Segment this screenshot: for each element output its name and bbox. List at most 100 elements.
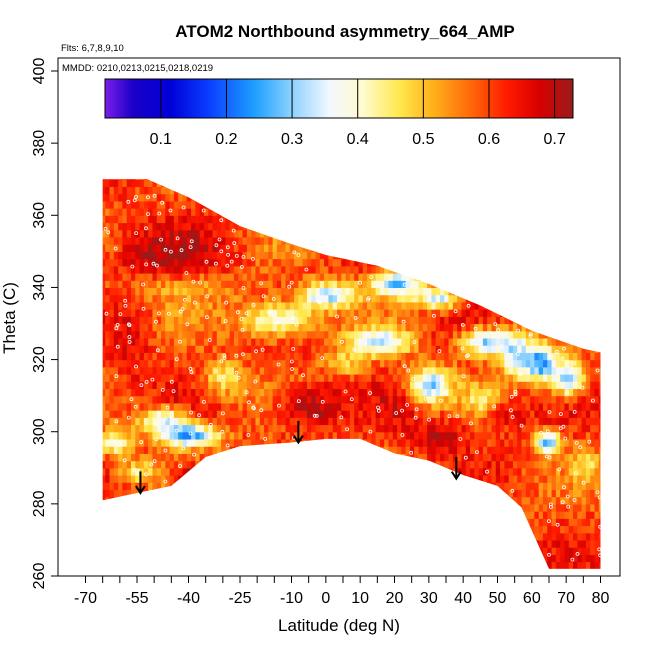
- heatmap-cell: [379, 446, 385, 454]
- heatmap-cell: [216, 402, 222, 411]
- heatmap-cell: [165, 337, 171, 346]
- heatmap-cell: [272, 280, 278, 289]
- heatmap-cell: [152, 518, 158, 527]
- heatmap-cell: [336, 460, 342, 469]
- heatmap-cell: [208, 258, 214, 267]
- heatmap-cell: [388, 467, 394, 476]
- heatmap-cell: [130, 467, 136, 476]
- heatmap-cell: [418, 381, 424, 390]
- heatmap-cell: [410, 569, 415, 577]
- heatmap-cell: [435, 273, 441, 281]
- heatmap-cell: [122, 236, 128, 245]
- heatmap-cell: [97, 309, 102, 317]
- heatmap-cell: [362, 236, 368, 245]
- heatmap-cell: [139, 518, 145, 527]
- heatmap-cell: [371, 374, 377, 382]
- heatmap-cell: [302, 280, 308, 289]
- heatmap-cell: [307, 569, 312, 577]
- heatmap-cell: [345, 337, 351, 346]
- heatmap-cell: [199, 417, 205, 426]
- heatmap-cell: [294, 475, 299, 483]
- heatmap-cell: [173, 337, 179, 346]
- heatmap-cell: [281, 475, 287, 483]
- heatmap-cell: [109, 503, 115, 512]
- heatmap-cell: [208, 410, 214, 418]
- heatmap-cell: [156, 229, 162, 238]
- heatmap-cell: [371, 417, 377, 426]
- heatmap-cell: [336, 193, 342, 202]
- heatmap-cell: [457, 229, 463, 238]
- heatmap-cell: [362, 424, 368, 433]
- heatmap-cell: [427, 374, 433, 382]
- heatmap-cell: [362, 316, 368, 325]
- heatmap-cell: [161, 460, 166, 469]
- heatmap-cell: [238, 229, 244, 238]
- heatmap-cell: [418, 431, 424, 440]
- heatmap-cell: [259, 402, 265, 411]
- heatmap-cell: [97, 540, 102, 548]
- heatmap-cell: [371, 301, 377, 310]
- heatmap-cell: [268, 323, 274, 332]
- heatmap-cell: [161, 381, 166, 390]
- heatmap-cell: [178, 229, 184, 238]
- heatmap-cell: [397, 316, 402, 325]
- heatmap-cell: [354, 323, 360, 332]
- heatmap-cell: [195, 193, 201, 202]
- heatmap-cell: [255, 294, 261, 303]
- heatmap-cell: [457, 200, 463, 209]
- heatmap-cell: [375, 208, 381, 216]
- heatmap-cell: [341, 518, 347, 527]
- heatmap-cell: [143, 446, 149, 454]
- heatmap-cell: [388, 381, 394, 390]
- heatmap-cell: [135, 316, 141, 325]
- heatmap-cell: [306, 316, 312, 325]
- heatmap-cell: [178, 265, 184, 274]
- heatmap-cell: [161, 561, 166, 569]
- heatmap-cell: [156, 446, 162, 454]
- heatmap-cell: [173, 251, 179, 260]
- heatmap-cell: [92, 367, 97, 375]
- heatmap-cell: [165, 236, 171, 245]
- heatmap-cell: [272, 511, 278, 519]
- heatmap-cell: [246, 395, 252, 404]
- heatmap-cell: [276, 366, 282, 375]
- heatmap-cell: [148, 200, 154, 209]
- heatmap-cell: [397, 244, 402, 252]
- heatmap-cell: [371, 309, 377, 317]
- heatmap-cell: [272, 330, 278, 339]
- heatmap-cell: [418, 244, 424, 252]
- heatmap-cell: [289, 258, 295, 267]
- heatmap-cell: [285, 438, 291, 447]
- heatmap-cell: [444, 200, 450, 209]
- heatmap-cell: [221, 381, 227, 390]
- heatmap-cell: [384, 381, 390, 390]
- heatmap-cell: [367, 453, 372, 462]
- heatmap-cell: [161, 374, 166, 382]
- heatmap-cell: [156, 532, 162, 541]
- heatmap-cell: [298, 330, 304, 339]
- heatmap-cell: [362, 482, 368, 491]
- heatmap-cell: [212, 388, 218, 397]
- heatmap-cell: [349, 309, 355, 317]
- heatmap-cell: [152, 337, 158, 346]
- heatmap-cell: [178, 294, 184, 303]
- heatmap-cell: [324, 395, 330, 404]
- heatmap-cell: [418, 410, 424, 418]
- heatmap-cell: [169, 345, 175, 353]
- heatmap-cell: [109, 431, 115, 440]
- heatmap-cell: [294, 330, 299, 339]
- heatmap-cell: [289, 236, 295, 245]
- heatmap-cell: [448, 287, 454, 296]
- heatmap-cell: [186, 374, 192, 382]
- heatmap-cell: [178, 280, 184, 289]
- heatmap-cell: [418, 323, 424, 332]
- heatmap-cell: [130, 301, 136, 310]
- heatmap-cell: [264, 229, 269, 238]
- heatmap-cell: [418, 215, 424, 224]
- heatmap-cell: [165, 352, 171, 361]
- heatmap-cell: [388, 482, 394, 491]
- heatmap-cell: [105, 359, 111, 368]
- heatmap-cell: [439, 388, 445, 397]
- heatmap-cell: [285, 200, 291, 209]
- heatmap-cell: [268, 424, 274, 433]
